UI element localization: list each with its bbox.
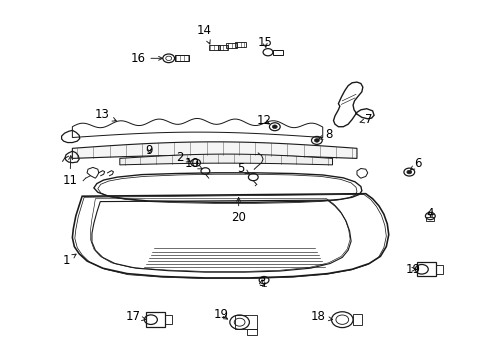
Text: 18: 18 — [310, 310, 332, 323]
Text: 8: 8 — [318, 129, 332, 141]
Text: 12: 12 — [256, 114, 271, 127]
Text: 17: 17 — [125, 310, 146, 323]
Text: 9: 9 — [145, 144, 153, 157]
Polygon shape — [120, 154, 332, 165]
Circle shape — [406, 170, 411, 174]
Text: 3: 3 — [257, 276, 265, 289]
Text: 2: 2 — [176, 151, 190, 164]
Text: 11: 11 — [62, 156, 77, 187]
Text: 6: 6 — [410, 157, 421, 170]
Circle shape — [314, 139, 319, 142]
Text: 19: 19 — [213, 309, 228, 321]
Text: 5: 5 — [236, 162, 249, 175]
Text: 7: 7 — [359, 113, 372, 126]
Text: 4: 4 — [426, 207, 433, 220]
Text: 20: 20 — [231, 198, 245, 224]
Text: 13: 13 — [94, 108, 116, 121]
Text: 14: 14 — [197, 24, 211, 44]
Text: 15: 15 — [257, 36, 272, 49]
Text: 1: 1 — [62, 254, 76, 267]
Circle shape — [272, 125, 277, 129]
Text: 19: 19 — [405, 263, 420, 276]
Text: 10: 10 — [184, 157, 202, 170]
Polygon shape — [72, 142, 356, 158]
Text: 16: 16 — [130, 52, 162, 65]
